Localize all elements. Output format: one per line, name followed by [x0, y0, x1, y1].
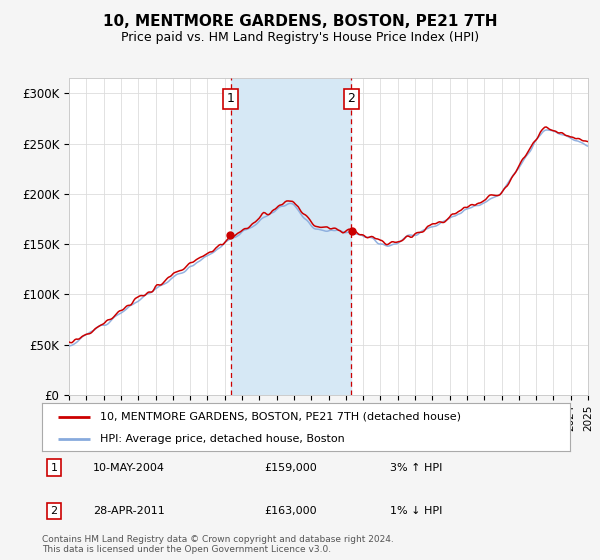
Text: 3% ↑ HPI: 3% ↑ HPI — [390, 463, 442, 473]
Text: £159,000: £159,000 — [264, 463, 317, 473]
Text: 2: 2 — [347, 92, 355, 105]
Text: 10, MENTMORE GARDENS, BOSTON, PE21 7TH (detached house): 10, MENTMORE GARDENS, BOSTON, PE21 7TH (… — [100, 412, 461, 422]
Bar — [231, 78, 352, 395]
Text: 28-APR-2011: 28-APR-2011 — [93, 506, 165, 516]
Text: 1: 1 — [50, 463, 58, 473]
Text: Contains HM Land Registry data © Crown copyright and database right 2024.
This d: Contains HM Land Registry data © Crown c… — [42, 535, 394, 554]
Text: 1: 1 — [227, 92, 235, 105]
Text: 1% ↓ HPI: 1% ↓ HPI — [390, 506, 442, 516]
Text: £163,000: £163,000 — [264, 506, 317, 516]
Text: 10, MENTMORE GARDENS, BOSTON, PE21 7TH: 10, MENTMORE GARDENS, BOSTON, PE21 7TH — [103, 14, 497, 29]
Text: 10-MAY-2004: 10-MAY-2004 — [93, 463, 165, 473]
Text: Price paid vs. HM Land Registry's House Price Index (HPI): Price paid vs. HM Land Registry's House … — [121, 31, 479, 44]
Text: 2: 2 — [50, 506, 58, 516]
Text: HPI: Average price, detached house, Boston: HPI: Average price, detached house, Bost… — [100, 434, 345, 444]
